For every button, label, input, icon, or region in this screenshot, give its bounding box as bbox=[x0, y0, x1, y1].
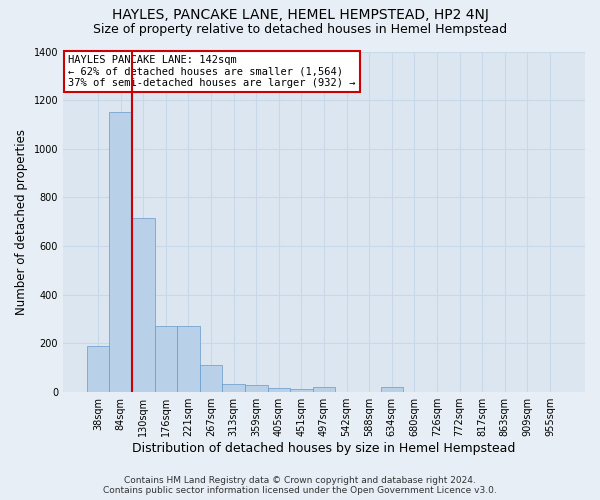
Text: Size of property relative to detached houses in Hemel Hempstead: Size of property relative to detached ho… bbox=[93, 22, 507, 36]
Text: HAYLES PANCAKE LANE: 142sqm
← 62% of detached houses are smaller (1,564)
37% of : HAYLES PANCAKE LANE: 142sqm ← 62% of det… bbox=[68, 55, 356, 88]
Bar bbox=[268, 388, 290, 392]
Bar bbox=[290, 388, 313, 392]
Bar bbox=[380, 387, 403, 392]
Y-axis label: Number of detached properties: Number of detached properties bbox=[15, 129, 28, 315]
Bar bbox=[155, 326, 177, 392]
Bar bbox=[313, 387, 335, 392]
Bar bbox=[132, 218, 155, 392]
Bar bbox=[109, 112, 132, 392]
Text: Contains HM Land Registry data © Crown copyright and database right 2024.
Contai: Contains HM Land Registry data © Crown c… bbox=[103, 476, 497, 495]
Text: HAYLES, PANCAKE LANE, HEMEL HEMPSTEAD, HP2 4NJ: HAYLES, PANCAKE LANE, HEMEL HEMPSTEAD, H… bbox=[112, 8, 488, 22]
X-axis label: Distribution of detached houses by size in Hemel Hempstead: Distribution of detached houses by size … bbox=[133, 442, 516, 455]
Bar bbox=[87, 346, 109, 392]
Bar bbox=[200, 366, 223, 392]
Bar bbox=[223, 384, 245, 392]
Bar bbox=[245, 385, 268, 392]
Bar bbox=[177, 326, 200, 392]
